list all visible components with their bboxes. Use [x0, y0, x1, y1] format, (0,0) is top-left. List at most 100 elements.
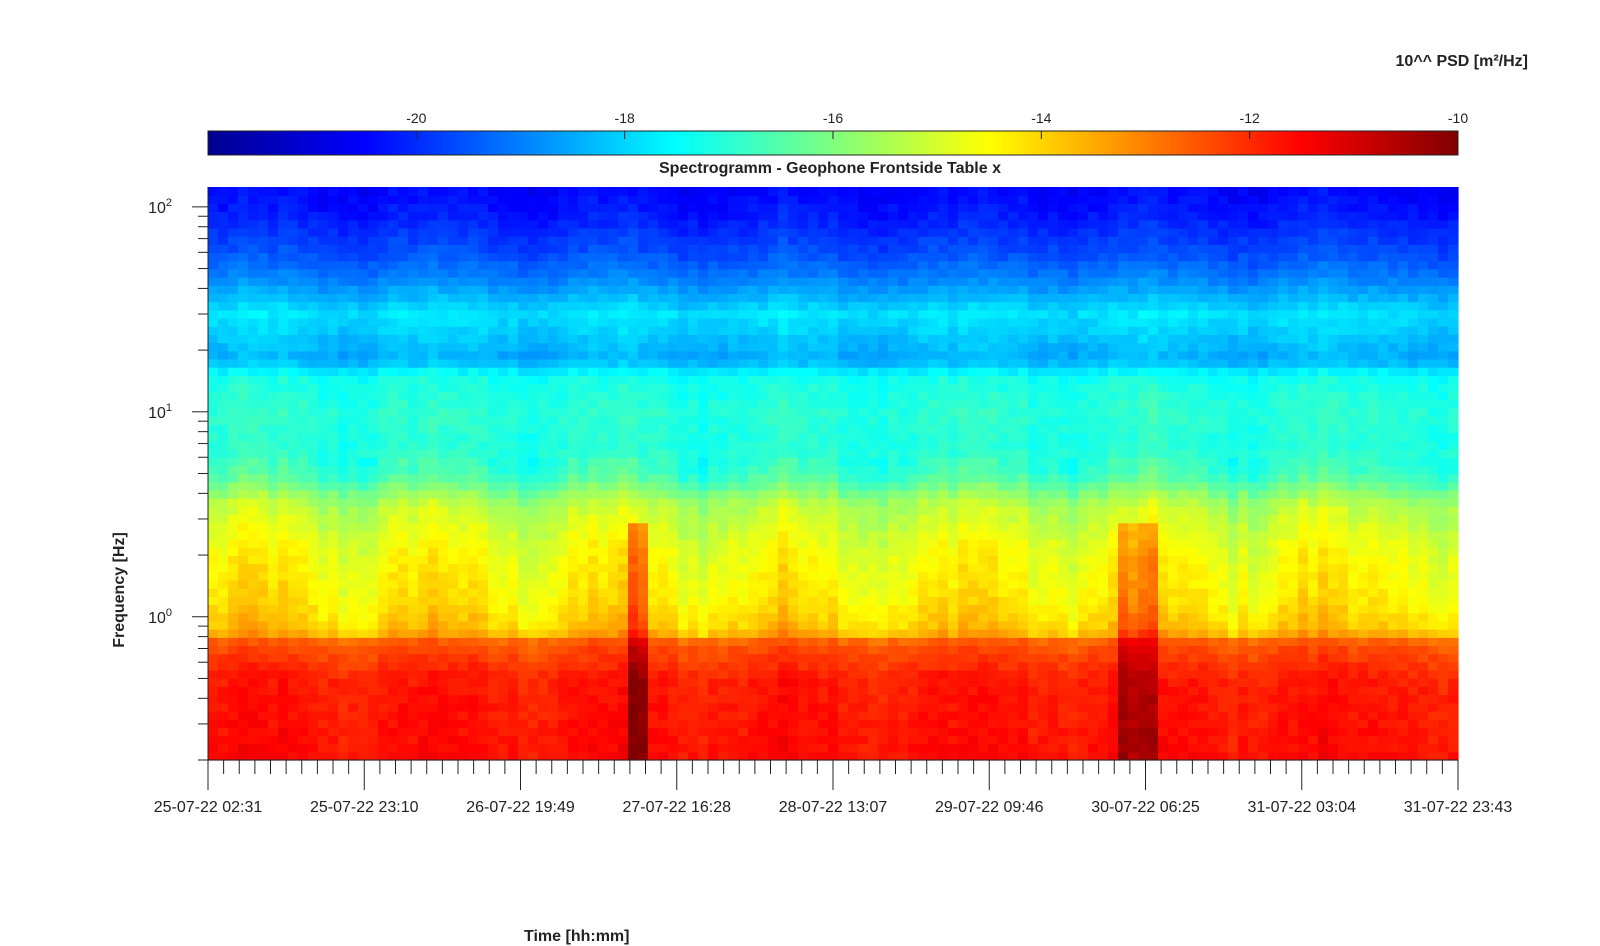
- heatmap-cell: [238, 629, 249, 638]
- heatmap-cell: [688, 457, 699, 466]
- heatmap-cell: [1238, 449, 1249, 458]
- heatmap-cell: [708, 588, 719, 597]
- heatmap-cell: [1188, 654, 1199, 663]
- heatmap-cell: [518, 711, 529, 720]
- heatmap-cell: [1068, 637, 1079, 646]
- heatmap-cell: [1288, 744, 1299, 753]
- heatmap-cell: [438, 572, 449, 581]
- heatmap-cell: [288, 670, 299, 679]
- heatmap-cell: [908, 703, 919, 712]
- heatmap-cell: [948, 695, 959, 704]
- heatmap-cell: [1328, 555, 1339, 564]
- heatmap-cell: [598, 531, 609, 540]
- heatmap-cell: [448, 441, 459, 450]
- heatmap-cell: [1038, 613, 1049, 622]
- heatmap-cell: [578, 465, 589, 474]
- heatmap-cell: [598, 719, 609, 728]
- heatmap-cell: [898, 719, 909, 728]
- heatmap-cell: [968, 572, 979, 581]
- heatmap-cell: [1038, 465, 1049, 474]
- heatmap-cell: [1068, 490, 1079, 499]
- heatmap-cell: [1338, 727, 1349, 736]
- heatmap-cell: [598, 514, 609, 523]
- heatmap-cell: [948, 457, 959, 466]
- heatmap-cell: [938, 441, 949, 450]
- heatmap-cell: [928, 719, 939, 728]
- heatmap-cell: [1228, 678, 1239, 687]
- heatmap-cell: [1068, 662, 1079, 671]
- heatmap-cell: [998, 490, 1009, 499]
- heatmap-cell: [288, 498, 299, 507]
- heatmap-cell: [228, 735, 239, 744]
- heatmap-cell: [978, 604, 989, 613]
- heatmap-cell: [228, 662, 239, 671]
- heatmap-cell: [558, 727, 569, 736]
- heatmap-cell: [958, 433, 969, 442]
- heatmap-cell: [1088, 482, 1099, 491]
- heatmap-cell: [488, 744, 499, 753]
- heatmap-cell: [258, 474, 269, 483]
- heatmap-cell: [858, 662, 869, 671]
- heatmap-cell: [1188, 686, 1199, 695]
- heatmap-cell: [948, 433, 959, 442]
- heatmap-cell: [238, 727, 249, 736]
- heatmap-cell: [1428, 637, 1439, 646]
- heatmap-cell: [1338, 629, 1349, 638]
- heatmap-cell: [1078, 752, 1089, 761]
- heatmap-cell: [258, 735, 269, 744]
- heatmap-cell: [748, 637, 759, 646]
- heatmap-cell: [358, 433, 369, 442]
- heatmap-cell: [558, 670, 569, 679]
- heatmap-cell: [868, 588, 879, 597]
- heatmap-cell: [1118, 564, 1129, 573]
- heatmap-cell: [218, 678, 229, 687]
- heatmap-cell: [1048, 474, 1059, 483]
- heatmap-cell: [1418, 613, 1429, 622]
- heatmap-cell: [938, 457, 949, 466]
- heatmap-cell: [628, 474, 639, 483]
- heatmap-cell: [708, 539, 719, 548]
- heatmap-cell: [668, 506, 679, 515]
- heatmap-cell: [1328, 678, 1339, 687]
- heatmap-cell: [988, 531, 999, 540]
- heatmap-cell: [928, 670, 939, 679]
- heatmap-cell: [488, 727, 499, 736]
- heatmap-cell: [1428, 719, 1439, 728]
- heatmap-cell: [1268, 547, 1279, 556]
- heatmap-cell: [1448, 678, 1459, 687]
- heatmap-cell: [288, 604, 299, 613]
- heatmap-cell: [618, 482, 629, 491]
- heatmap-cell: [998, 637, 1009, 646]
- heatmap-cell: [1068, 433, 1079, 442]
- heatmap-cell: [1268, 727, 1279, 736]
- heatmap-cell: [368, 433, 379, 442]
- heatmap-cell: [838, 735, 849, 744]
- heatmap-cell: [258, 564, 269, 573]
- heatmap-cell: [378, 662, 389, 671]
- heatmap-cell: [758, 695, 769, 704]
- heatmap-cell: [728, 539, 739, 548]
- heatmap-cell: [438, 686, 449, 695]
- heatmap-cell: [618, 686, 629, 695]
- heatmap-cell: [918, 629, 929, 638]
- heatmap-cell: [798, 490, 809, 499]
- heatmap-cell: [1278, 735, 1289, 744]
- heatmap-cell: [218, 449, 229, 458]
- heatmap-cell: [608, 482, 619, 491]
- heatmap-cell: [1168, 645, 1179, 654]
- heatmap-cell: [578, 433, 589, 442]
- heatmap-cell: [608, 490, 619, 499]
- heatmap-cell: [988, 686, 999, 695]
- heatmap-cell: [258, 433, 269, 442]
- heatmap-cell: [908, 474, 919, 483]
- heatmap-cell: [438, 474, 449, 483]
- heatmap-cell: [818, 490, 829, 499]
- heatmap-cell: [618, 645, 629, 654]
- heatmap-cell: [1348, 539, 1359, 548]
- heatmap-cell: [1308, 547, 1319, 556]
- heatmap-cell: [968, 465, 979, 474]
- heatmap-cell: [1198, 752, 1209, 761]
- heatmap-cell: [1318, 621, 1329, 630]
- heatmap-cell: [488, 752, 499, 761]
- heatmap-cell: [448, 596, 459, 605]
